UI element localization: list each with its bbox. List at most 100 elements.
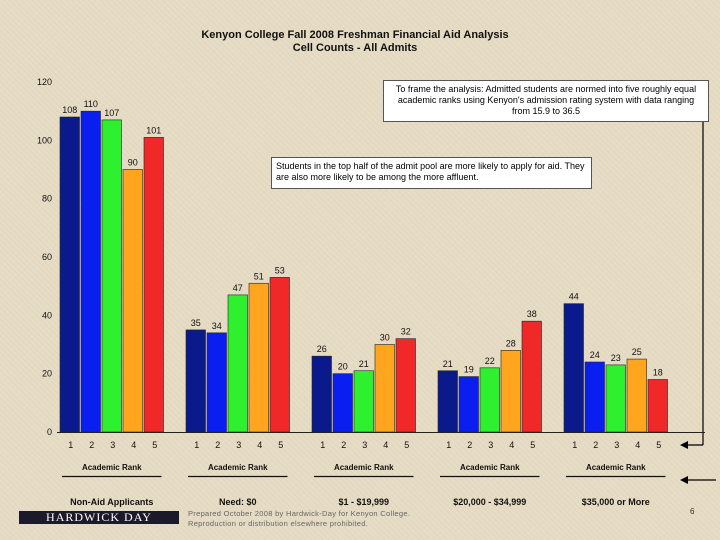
bar-1-rank-3 [101,119,122,433]
bar-5-rank-2 [584,361,605,433]
x-tick-label: 4 [509,440,514,450]
x-tick-label: 5 [530,440,535,450]
bar-2-rank-2 [206,332,227,433]
x-axis-label: Academic Rank [460,463,520,472]
bar-value-label: 47 [233,283,243,293]
x-tick-label: 1 [68,440,73,450]
bar-value-label: 44 [569,292,579,302]
y-tick-label: 120 [37,77,52,87]
x-tick-label: 5 [152,440,157,450]
bar-value-label: 90 [128,158,138,168]
x-tick-label: 5 [278,440,283,450]
bar-value-label: 34 [212,321,222,331]
bar-value-label: 24 [590,350,600,360]
hardwick-day-logo: HARDWICK DAY [19,510,179,524]
bar-value-label: 110 [84,99,98,109]
group-label: $1 - $19,999 [338,497,389,507]
x-tick-label: 5 [656,440,661,450]
bar-value-label: 28 [506,338,516,348]
bar-value-label: 53 [275,265,285,275]
y-tick-label: 100 [37,135,52,145]
page-number: 6 [690,507,695,516]
bar-5-rank-4 [626,358,647,433]
x-axis-label: Academic Rank [586,463,646,472]
bar-5-rank-1 [563,303,584,433]
x-tick-label: 2 [89,440,94,450]
x-tick-label: 3 [614,440,619,450]
x-tick-label: 4 [131,440,136,450]
chart-title-line2: Cell Counts - All Admits [292,42,418,54]
bar-2-rank-3 [227,294,248,433]
x-tick-label: 4 [635,440,640,450]
x-tick-label: 3 [236,440,241,450]
x-axis-label: Academic Rank [334,463,394,472]
bar-3-rank-2 [332,373,353,433]
group-label: $35,000 or More [582,497,650,507]
bar-4-rank-1 [437,370,458,433]
bar-value-label: 20 [338,362,348,372]
x-tick-label: 2 [593,440,598,450]
x-axis-label: Academic Rank [82,463,142,472]
bar-value-label: 21 [359,359,369,369]
footer-disclaimer: Prepared October 2008 by Hardwick-Day fo… [188,509,448,529]
bar-value-label: 38 [527,309,537,319]
bar-5-rank-5 [647,379,668,433]
x-axis-label: Academic Rank [208,463,268,472]
bar-value-label: 35 [191,318,201,328]
x-tick-label: 2 [467,440,472,450]
bar-1-rank-5 [143,137,164,433]
bar-1-rank-2 [80,110,101,433]
bar-2-rank-1 [185,329,206,433]
y-tick-label: 20 [42,369,52,379]
group-label: $20,000 - $34,999 [453,497,526,507]
bar-5-rank-3 [605,364,626,433]
x-tick-label: 3 [488,440,493,450]
bar-value-label: 21 [443,359,453,369]
y-tick-label: 40 [42,310,52,320]
bar-1-rank-4 [122,169,143,433]
callout-note-framing: To frame the analysis: Admitted students… [383,80,709,122]
bar-2-rank-5 [269,277,290,433]
bar-3-rank-4 [374,344,395,433]
bar-value-label: 23 [611,353,621,363]
footer-line1: Prepared October 2008 by Hardwick-Day fo… [188,509,411,518]
bar-3-rank-1 [311,355,332,433]
x-tick-label: 1 [572,440,577,450]
bar-4-rank-2 [458,376,479,433]
bar-1-rank-1 [59,116,80,433]
arrow-upper-head [680,441,688,449]
chart-title: Kenyon College Fall 2008 Freshman Financ… [140,29,570,55]
footer-line2: Reproduction or distribution elsewhere p… [188,519,369,528]
bar-value-label: 108 [62,105,77,115]
bar-4-rank-3 [479,367,500,433]
x-tick-label: 5 [404,440,409,450]
x-tick-label: 4 [257,440,262,450]
group-label: Non-Aid Applicants [70,497,153,507]
bar-value-label: 107 [104,108,119,118]
bar-3-rank-5 [395,338,416,433]
y-tick-label: 0 [47,427,52,437]
x-tick-label: 1 [320,440,325,450]
x-tick-label: 4 [383,440,388,450]
x-tick-label: 3 [110,440,115,450]
bar-value-label: 26 [317,344,327,354]
bar-value-label: 22 [485,356,495,366]
bar-3-rank-3 [353,370,374,433]
bar-value-label: 18 [653,368,663,378]
x-tick-label: 3 [362,440,367,450]
y-tick-label: 80 [42,194,52,204]
x-tick-label: 1 [446,440,451,450]
y-tick-label: 60 [42,252,52,262]
bar-value-label: 19 [464,365,474,375]
bar-value-label: 101 [146,125,161,135]
bar-value-label: 51 [254,271,264,281]
bar-4-rank-4 [500,350,521,433]
bar-2-rank-4 [248,282,269,433]
x-tick-label: 1 [194,440,199,450]
x-tick-label: 2 [341,440,346,450]
x-tick-label: 2 [215,440,220,450]
chart-title-line1: Kenyon College Fall 2008 Freshman Financ… [201,29,509,41]
bar-value-label: 32 [401,327,411,337]
callout-note-top-half: Students in the top half of the admit po… [271,157,592,189]
